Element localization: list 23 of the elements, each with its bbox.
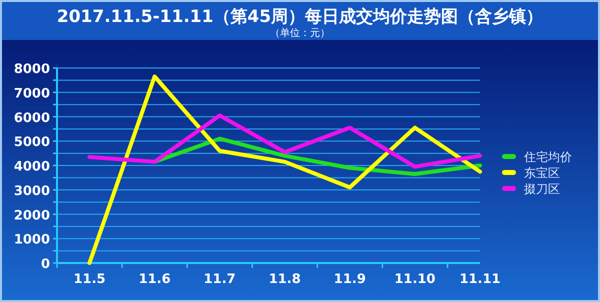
y-tick-label: 3000 bbox=[14, 184, 50, 199]
legend-label: 住宅均价 bbox=[523, 150, 572, 164]
y-tick-label: 6000 bbox=[14, 110, 50, 126]
y-tick-label: 5000 bbox=[14, 135, 50, 150]
y-tick-label: 8000 bbox=[14, 62, 50, 77]
x-tick-label: 11.9 bbox=[334, 272, 366, 287]
y-tick-label: 2000 bbox=[14, 208, 50, 224]
x-tick-label: 11.10 bbox=[394, 272, 436, 287]
x-tick-label: 11.8 bbox=[268, 272, 301, 287]
y-tick-label: 1000 bbox=[14, 232, 50, 248]
line-series bbox=[88, 114, 482, 169]
legend-label: 掇刀区 bbox=[524, 182, 560, 196]
x-tick-label: 11.11 bbox=[459, 272, 501, 287]
chart-subtitle: （单位：元） bbox=[270, 27, 330, 39]
legend-label: 东宝区 bbox=[524, 166, 560, 180]
line-series bbox=[88, 74, 482, 265]
y-tick-label: 4000 bbox=[14, 160, 50, 174]
x-tick-label: 11.5 bbox=[74, 272, 106, 287]
x-tick-label: 11.6 bbox=[138, 272, 171, 287]
chart-title: 2017.11.5-11.11（第45周）每日成交均价走势图（含乡镇） bbox=[56, 7, 544, 27]
y-tick-label: 7000 bbox=[14, 86, 50, 102]
x-tick-label: 11.7 bbox=[204, 272, 236, 287]
y-tick-label: 0 bbox=[40, 257, 50, 272]
